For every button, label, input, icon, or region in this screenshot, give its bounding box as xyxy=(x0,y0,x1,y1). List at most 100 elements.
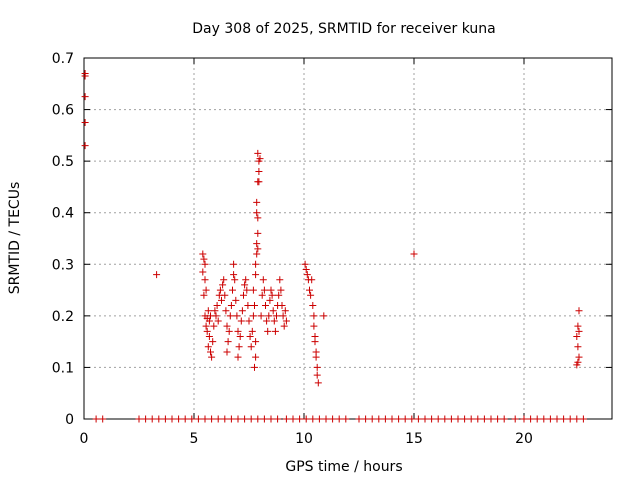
data-point xyxy=(265,312,273,320)
data-point xyxy=(232,296,240,304)
data-point xyxy=(209,338,217,346)
data-point xyxy=(219,281,227,289)
data-point xyxy=(247,415,255,423)
data-point xyxy=(254,415,262,423)
data-point xyxy=(313,371,321,379)
data-point xyxy=(230,260,238,268)
data-point xyxy=(574,322,582,330)
data-points xyxy=(81,69,587,423)
data-point xyxy=(249,286,257,294)
data-point xyxy=(310,322,318,330)
data-point xyxy=(395,415,403,423)
data-point xyxy=(234,415,242,423)
x-axis-label: GPS time / hours xyxy=(285,459,402,475)
data-point xyxy=(81,142,89,150)
data-point xyxy=(246,332,254,340)
data-point xyxy=(252,271,260,279)
data-point xyxy=(221,415,229,423)
data-point xyxy=(222,307,230,315)
grid-lines xyxy=(84,58,612,419)
data-point xyxy=(335,415,343,423)
data-point xyxy=(248,327,256,335)
data-point xyxy=(263,317,271,325)
data-point xyxy=(221,291,229,299)
x-tick-label: 5 xyxy=(190,431,199,447)
data-point xyxy=(494,415,502,423)
data-point xyxy=(573,415,581,423)
data-point xyxy=(223,348,231,356)
data-point xyxy=(267,415,275,423)
data-point xyxy=(441,415,449,423)
data-point xyxy=(329,415,337,423)
data-point xyxy=(274,415,282,423)
data-point xyxy=(447,415,455,423)
data-point xyxy=(253,209,261,217)
data-point xyxy=(500,415,508,423)
data-point xyxy=(368,415,376,423)
y-tick-label: 0.2 xyxy=(52,309,74,325)
data-point xyxy=(302,265,310,273)
data-point xyxy=(168,415,176,423)
data-point xyxy=(213,302,221,310)
data-point xyxy=(289,415,297,423)
plot-frame xyxy=(83,57,613,420)
data-point xyxy=(322,415,330,423)
data-point xyxy=(244,302,252,310)
data-point xyxy=(211,307,219,315)
data-point xyxy=(342,415,350,423)
data-point xyxy=(241,281,249,289)
data-point xyxy=(527,415,535,423)
data-point xyxy=(234,353,242,361)
data-point xyxy=(401,415,409,423)
data-point xyxy=(520,415,528,423)
data-point xyxy=(255,167,263,175)
data-point xyxy=(220,276,228,284)
data-point xyxy=(153,271,161,279)
data-point xyxy=(231,276,239,284)
data-point xyxy=(155,415,163,423)
data-point xyxy=(203,327,211,335)
data-point xyxy=(312,353,320,361)
data-point xyxy=(267,286,275,294)
data-point xyxy=(553,415,561,423)
data-point xyxy=(315,415,323,423)
data-point xyxy=(148,415,156,423)
data-point xyxy=(575,307,583,315)
data-point xyxy=(278,302,286,310)
data-point xyxy=(199,250,207,258)
data-point xyxy=(253,240,261,248)
data-point xyxy=(296,415,304,423)
data-point xyxy=(194,415,202,423)
data-point xyxy=(276,276,284,284)
data-point xyxy=(243,286,251,294)
data-point xyxy=(236,332,244,340)
data-point xyxy=(216,286,224,294)
y-tick-label: 0.7 xyxy=(52,51,74,67)
data-point xyxy=(253,250,261,258)
data-point xyxy=(381,415,389,423)
data-point xyxy=(256,155,264,163)
x-tick-label: 20 xyxy=(515,431,533,447)
data-point xyxy=(233,312,241,320)
data-point xyxy=(210,322,218,330)
data-point xyxy=(181,415,189,423)
data-point xyxy=(308,276,316,284)
data-point xyxy=(135,415,143,423)
data-point xyxy=(579,415,587,423)
data-point xyxy=(218,296,225,304)
data-point xyxy=(268,291,276,299)
data-point xyxy=(223,322,231,330)
data-point xyxy=(255,178,263,186)
data-point xyxy=(254,214,262,222)
data-point xyxy=(254,229,262,237)
data-point xyxy=(313,363,321,371)
chart-title: Day 308 of 2025, SRMTID for receiver kun… xyxy=(192,21,495,37)
y-tick-label: 0.1 xyxy=(52,360,74,376)
data-point xyxy=(253,198,261,206)
data-point xyxy=(355,415,363,423)
data-point xyxy=(235,343,243,351)
data-point xyxy=(467,415,475,423)
data-point xyxy=(214,317,222,325)
data-point xyxy=(566,415,574,423)
data-point xyxy=(199,268,207,276)
